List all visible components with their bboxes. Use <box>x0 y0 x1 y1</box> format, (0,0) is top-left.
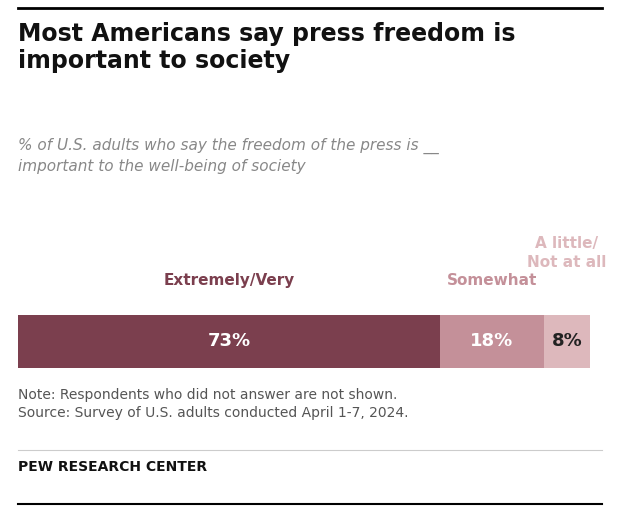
Bar <box>18 315 440 368</box>
Text: Most Americans say press freedom is
important to society: Most Americans say press freedom is impo… <box>18 22 515 73</box>
Bar <box>440 315 544 368</box>
Text: Source: Survey of U.S. adults conducted April 1-7, 2024.: Source: Survey of U.S. adults conducted … <box>18 406 409 420</box>
Bar <box>544 315 590 368</box>
Text: PEW RESEARCH CENTER: PEW RESEARCH CENTER <box>18 460 207 474</box>
Text: 73%: 73% <box>207 333 250 351</box>
Text: % of U.S. adults who say the freedom of the press is __
important to the well-be: % of U.S. adults who say the freedom of … <box>18 138 439 174</box>
Text: A little/
Not at all: A little/ Not at all <box>527 236 606 270</box>
Text: Extremely/Very: Extremely/Very <box>163 273 294 288</box>
Text: Somewhat: Somewhat <box>446 273 537 288</box>
Text: Note: Respondents who did not answer are not shown.: Note: Respondents who did not answer are… <box>18 388 397 402</box>
Text: 18%: 18% <box>470 333 513 351</box>
Text: 8%: 8% <box>552 333 582 351</box>
